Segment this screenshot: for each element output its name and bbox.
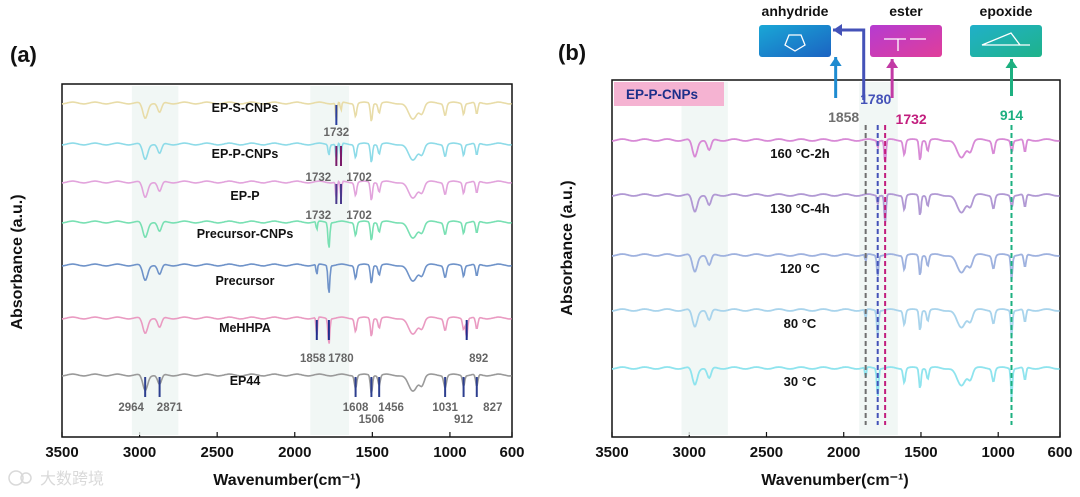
peak-label: 912 (454, 414, 473, 426)
panel-a-label: (a) (10, 42, 37, 67)
series-label: 160 °C-2h (770, 146, 829, 161)
x-tick-label: 2000 (827, 444, 860, 461)
x-tick-label: 1000 (982, 444, 1015, 461)
peak-label: 827 (483, 402, 502, 414)
epoxide-structure-icon (981, 32, 1030, 46)
series-label: MeHHPA (219, 321, 271, 335)
panel-title: EP-P-CNPs (626, 87, 698, 102)
x-tick-label: 2500 (200, 444, 233, 461)
series-label: 80 °C (784, 316, 817, 331)
ester-structure-box (870, 25, 942, 57)
marker-label: 914 (1000, 107, 1024, 123)
panel-a-chart: 3500 3000 2500 2000 1500 1000 600 EP-S-CNPs EP-P… (45, 83, 525, 461)
peak-label: 1506 (359, 414, 385, 426)
peak-label: 1031 (432, 402, 458, 414)
x-tick-label: 3000 (123, 444, 156, 461)
series-label: 120 °C (780, 261, 821, 276)
ester-label: ester (889, 3, 923, 19)
peak-label: 1608 (343, 402, 369, 414)
x-tick-label: 600 (499, 444, 524, 461)
plot-frame (611, 79, 1061, 438)
panel-b-ylabel: Absorbance (a.u.) (559, 180, 576, 315)
series-label: EP-S-CNPs (212, 101, 279, 115)
series-label: EP44 (230, 374, 261, 388)
arrow-1780-to-anhydride (833, 28, 866, 100)
x-tick-label: 1500 (356, 444, 389, 461)
panel-b-label: (b) (558, 40, 586, 65)
arrow-1780-to-anhydride-head (833, 24, 842, 36)
series-line (61, 179, 512, 201)
x-tick-label: 3500 (45, 444, 78, 461)
peak-label: 892 (469, 353, 488, 365)
series-label: EP-P (230, 189, 259, 203)
panel-b-chart: 3500 3000 2500 2000 1500 1000 600 EP-P-CNPs 160 … (595, 3, 1072, 461)
highlight-band (131, 86, 179, 435)
panel-b-xlabel: Wavenumber(cm⁻¹) (761, 472, 908, 489)
epoxide-label: epoxide (980, 3, 1033, 19)
series-line (61, 220, 512, 248)
peak-label: 1702 (346, 210, 372, 222)
peak-label: 1732 (324, 127, 350, 139)
series-label: 30 °C (784, 374, 817, 389)
series-line (612, 138, 1060, 163)
watermark: 大数跨境 (8, 469, 104, 488)
x-tick-label: 2500 (750, 444, 783, 461)
series-label: 130 °C-4h (770, 201, 829, 216)
arrow-1858-to-anhydride-head (829, 57, 842, 66)
x-tick-label: 2000 (278, 444, 311, 461)
peak-label: 1456 (378, 402, 404, 414)
plot-frame (61, 83, 513, 438)
series-label: EP-P-CNPs (212, 147, 279, 161)
series-line (612, 308, 1060, 340)
watermark-text: 大数跨境 (40, 469, 104, 488)
epoxide-structure-box (970, 25, 1042, 57)
marker-label: 1780 (860, 91, 891, 107)
series-label: Precursor-CNPs (197, 227, 294, 241)
x-tick-label: 600 (1047, 444, 1072, 461)
series-line (61, 142, 512, 163)
peak-label: 1858 (300, 353, 326, 365)
anhydride-label: anhydride (762, 3, 829, 19)
series-line (612, 193, 1060, 223)
x-tick-label: 1500 (904, 444, 937, 461)
anhydride-structure-icon (784, 34, 806, 52)
marker-label: 1732 (896, 111, 927, 127)
peak-label: 1732 (306, 210, 332, 222)
peak-label: 1702 (346, 172, 372, 184)
series-line (612, 253, 1060, 282)
highlight-band (681, 82, 728, 435)
peak-label: 1732 (306, 172, 332, 184)
panel-a-xlabel: Wavenumber(cm⁻¹) (213, 472, 360, 489)
series-label: Precursor (215, 274, 274, 288)
panel-a-ylabel: Absorbance (a.u.) (9, 194, 26, 329)
series-line (61, 373, 512, 394)
peak-label: 1780 (328, 353, 354, 365)
arrow-914-to-epoxide-head (1005, 59, 1018, 68)
ester-structure-icon (884, 38, 926, 51)
series-line (61, 263, 512, 293)
x-tick-label: 1000 (433, 444, 466, 461)
marker-label: 1858 (828, 109, 859, 125)
title-badge (614, 82, 724, 106)
series-line (61, 101, 512, 122)
x-tick-label: 3500 (595, 444, 628, 461)
anhydride-structure-box (759, 25, 831, 57)
peak-label: 2964 (118, 402, 144, 414)
peak-label: 2871 (157, 402, 183, 414)
series-line (612, 366, 1060, 400)
series-line (61, 316, 512, 344)
arrow-1732-to-ester-head (886, 59, 899, 68)
x-tick-label: 3000 (673, 444, 706, 461)
